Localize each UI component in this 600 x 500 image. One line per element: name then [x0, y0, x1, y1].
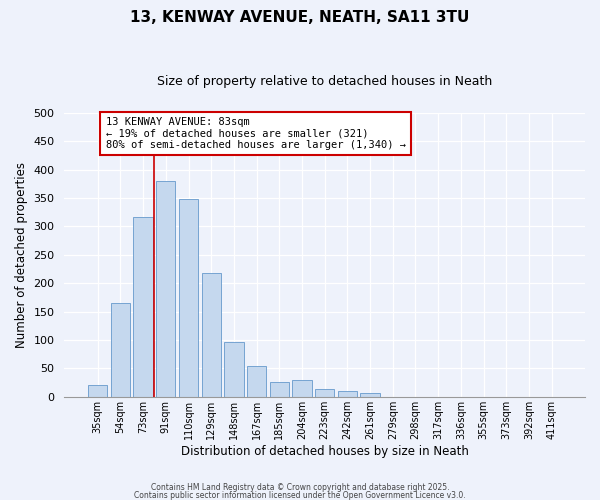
- Bar: [361, 394, 380, 397]
- Bar: [315, 389, 334, 397]
- X-axis label: Distribution of detached houses by size in Neath: Distribution of detached houses by size …: [181, 444, 469, 458]
- Bar: [269, 382, 289, 397]
- Y-axis label: Number of detached properties: Number of detached properties: [15, 162, 28, 348]
- Text: 13 KENWAY AVENUE: 83sqm
← 19% of detached houses are smaller (321)
80% of semi-d: 13 KENWAY AVENUE: 83sqm ← 19% of detache…: [106, 117, 406, 150]
- Bar: [247, 366, 266, 397]
- Text: Contains public sector information licensed under the Open Government Licence v3: Contains public sector information licen…: [134, 490, 466, 500]
- Text: Contains HM Land Registry data © Crown copyright and database right 2025.: Contains HM Land Registry data © Crown c…: [151, 484, 449, 492]
- Bar: [292, 380, 311, 397]
- Bar: [111, 303, 130, 397]
- Bar: [224, 342, 244, 397]
- Bar: [202, 273, 221, 397]
- Bar: [133, 216, 153, 397]
- Title: Size of property relative to detached houses in Neath: Size of property relative to detached ho…: [157, 75, 493, 88]
- Bar: [88, 386, 107, 397]
- Bar: [156, 181, 175, 397]
- Bar: [338, 391, 357, 397]
- Bar: [179, 199, 198, 397]
- Text: 13, KENWAY AVENUE, NEATH, SA11 3TU: 13, KENWAY AVENUE, NEATH, SA11 3TU: [130, 10, 470, 25]
